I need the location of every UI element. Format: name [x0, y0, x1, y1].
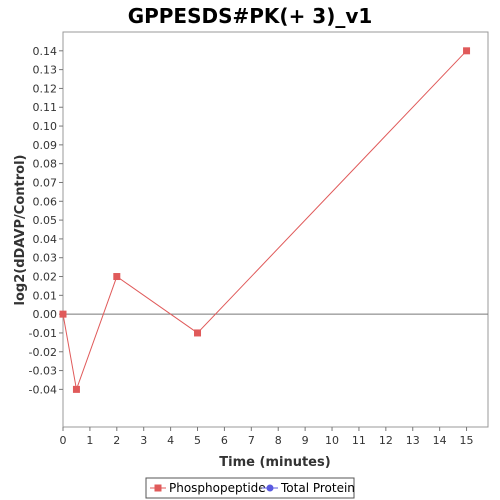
y-axis: -0.04 -0.03 -0.02 -0.01 0.00 0.01 0.02 0.03 0.04… — [29, 45, 63, 396]
x-tick-label: 0 — [60, 434, 67, 447]
x-tick-label: 6 — [221, 434, 228, 447]
x-tick-label: 13 — [406, 434, 420, 447]
x-tick-label: 11 — [352, 434, 366, 447]
x-tick-label: 2 — [113, 434, 120, 447]
y-tick-label: -0.03 — [29, 365, 57, 378]
y-tick-label: 0.14 — [33, 45, 58, 58]
x-tick-label: 5 — [194, 434, 201, 447]
y-tick-label: 0.01 — [33, 289, 58, 302]
y-tick-label: 0.02 — [33, 271, 58, 284]
x-tick-label: 12 — [379, 434, 393, 447]
x-tick-label: 10 — [325, 434, 339, 447]
x-axis: 0 1 2 3 4 5 6 7 8 9 10 11 12 13 14 15 — [60, 427, 474, 447]
y-tick-label: 0.10 — [33, 120, 58, 133]
legend-marker — [154, 484, 162, 492]
x-tick-label: 15 — [460, 434, 474, 447]
data-point — [72, 385, 80, 393]
y-tick-label: 0.06 — [33, 195, 58, 208]
legend-label: Total Protein — [280, 481, 355, 495]
y-tick-label: 0.08 — [33, 158, 58, 171]
y-axis-label: log2(dDAVP/Control) — [13, 155, 28, 306]
data-point — [113, 273, 121, 281]
chart-title: GPPESDS#PK(+ 3)_v1 — [128, 4, 373, 28]
y-tick-label: -0.04 — [29, 383, 57, 396]
legend-marker — [266, 484, 274, 492]
x-tick-label: 9 — [302, 434, 309, 447]
y-tick-label: 0.11 — [33, 101, 58, 114]
x-tick-label: 4 — [167, 434, 174, 447]
y-tick-label: -0.01 — [29, 327, 57, 340]
data-point — [59, 310, 67, 318]
x-tick-label: 3 — [140, 434, 147, 447]
legend-label: Phosphopeptide — [169, 481, 266, 495]
x-tick-label: 8 — [275, 434, 282, 447]
y-tick-label: -0.02 — [29, 346, 57, 359]
x-axis-label: Time (minutes) — [219, 455, 330, 470]
data-point — [194, 329, 202, 337]
y-tick-label: 0.09 — [33, 139, 58, 152]
x-tick-label: 7 — [248, 434, 255, 447]
y-tick-label: 0.13 — [33, 64, 58, 77]
plot-area — [62, 31, 489, 428]
y-tick-label: 0.04 — [33, 233, 58, 246]
legend-box — [145, 477, 355, 499]
y-tick-label: 0.05 — [33, 214, 58, 227]
y-tick-label: 0.03 — [33, 252, 58, 265]
legend: Phosphopeptide Total Protein — [145, 477, 355, 499]
y-tick-label: 0.12 — [33, 82, 58, 95]
x-tick-label: 1 — [86, 434, 93, 447]
y-tick-label: 0.07 — [33, 176, 58, 189]
y-tick-label: 0.00 — [33, 308, 58, 321]
x-tick-label: 14 — [433, 434, 447, 447]
data-point — [463, 47, 471, 55]
series-layer — [59, 47, 471, 393]
